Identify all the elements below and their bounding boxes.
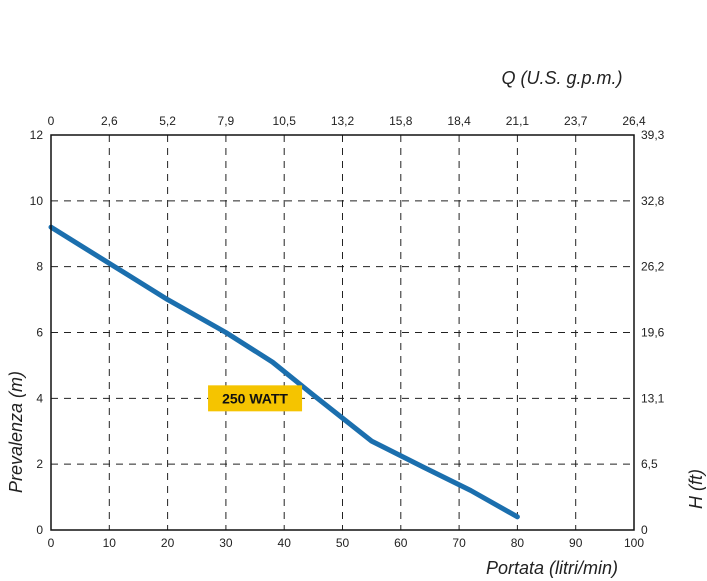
x-tick-label: 60 (394, 536, 408, 550)
series-label-badge: 250 WATT (208, 385, 303, 412)
x-tick-label: 10 (103, 536, 117, 550)
x-tick-label: 90 (569, 536, 583, 550)
top-axis-title: Q (U.S. g.p.m.) (501, 68, 622, 88)
x-tick-label: 80 (511, 536, 525, 550)
top-tick-label: 7,9 (218, 114, 235, 128)
grid-lines (51, 135, 634, 530)
y-tick-label: 12 (30, 128, 44, 142)
series-line (48, 224, 520, 520)
x-tick-label: 0 (48, 536, 55, 550)
y-tick-label: 2 (36, 457, 43, 471)
top-tick-label: 13,2 (331, 114, 355, 128)
x-tick-label: 40 (278, 536, 292, 550)
x-tick-label: 50 (336, 536, 350, 550)
right-tick-label: 0 (641, 523, 648, 537)
top-tick-label: 5,2 (159, 114, 176, 128)
right-tick-label: 32,8 (641, 194, 665, 208)
series-label-background (208, 385, 303, 412)
right-axis-title: H (ft) (686, 469, 706, 509)
top-tick-label: 26,4 (622, 114, 646, 128)
x-tick-label: 70 (452, 536, 466, 550)
top-tick-label: 15,8 (389, 114, 413, 128)
right-tick-label: 6,5 (641, 457, 658, 471)
y-tick-label: 10 (30, 194, 44, 208)
y-tick-label: 8 (36, 260, 43, 274)
right-tick-label: 39,3 (641, 128, 665, 142)
top-tick-label: 2,6 (101, 114, 118, 128)
y-tick-label: 4 (36, 391, 43, 405)
curve-layer (48, 224, 520, 520)
right-tick-label: 19,6 (641, 326, 665, 340)
right-tick-label: 13,1 (641, 391, 665, 405)
plot-frame (50, 134, 635, 531)
y-tick-label: 6 (36, 326, 43, 340)
y-tick-label: 0 (36, 523, 43, 537)
top-tick-label: 10,5 (273, 114, 297, 128)
top-tick-label: 18,4 (447, 114, 471, 128)
top-tick-label: 21,1 (506, 114, 530, 128)
x-axis-title: Portata (litri/min) (486, 558, 618, 578)
right-tick-label: 26,2 (641, 260, 665, 274)
top-tick-label: 23,7 (564, 114, 588, 128)
x-tick-label: 20 (161, 536, 175, 550)
x-tick-label: 30 (219, 536, 233, 550)
series-label: 250 WATT (222, 390, 288, 406)
y-axis-title: Prevalenza (m) (6, 371, 26, 493)
top-tick-label: 0 (48, 114, 55, 128)
x-tick-label: 100 (624, 536, 644, 550)
